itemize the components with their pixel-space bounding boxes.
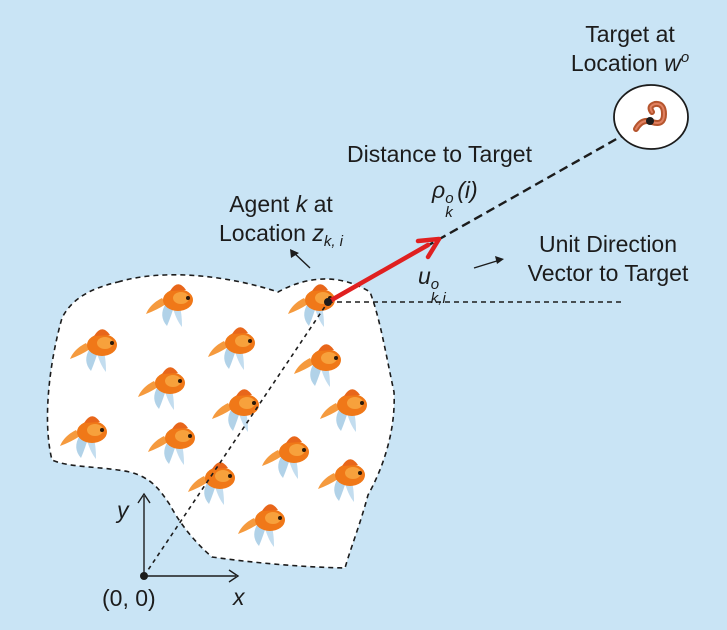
agent-word: Agent — [229, 191, 290, 217]
unit-direction-label: Unit Direction Vector to Target — [506, 230, 710, 288]
unit-direction-subscript: k,i — [430, 290, 446, 307]
target-label-line1: Target at — [585, 21, 675, 47]
unit-direction-label-line2: Vector to Target — [527, 260, 689, 286]
distance-label: Distance to Target — [347, 141, 532, 167]
origin-point — [140, 572, 148, 580]
target-superscript: o — [680, 49, 690, 66]
agent-subscript: k, i — [323, 233, 344, 250]
unit-direction-pointer-arrow — [473, 256, 504, 269]
agent-variable: z — [312, 220, 324, 246]
agent-label-line1: Agent k at — [196, 190, 366, 219]
target-location-word: Location — [570, 50, 658, 76]
distance-expression: ρ o k (i) — [432, 176, 478, 221]
agent-index-variable: k — [295, 191, 308, 217]
position-line — [143, 301, 329, 577]
target-circle — [613, 84, 689, 150]
distance-subscript: k — [445, 204, 453, 221]
distance-argument: (i) — [457, 177, 478, 203]
agent-at-word: at — [313, 191, 333, 217]
unit-direction-expression: u o k,i — [418, 262, 457, 307]
coordinate-axes — [137, 492, 240, 583]
unit-direction-variable: u — [418, 263, 431, 289]
distance-variable: ρ — [432, 177, 446, 203]
target-variable: w — [664, 50, 681, 76]
unit-direction-arrow — [325, 242, 431, 305]
distance-superscript: o — [445, 190, 454, 207]
agent-label: Agent k at Location zk, i — [196, 190, 366, 251]
target-point — [646, 117, 654, 125]
unit-direction-label-line1: Unit Direction — [538, 231, 678, 257]
agent-label-line2: Location zk, i — [196, 219, 366, 251]
agent-point — [324, 298, 332, 306]
agent-region — [46, 274, 395, 569]
agent-pointer-arrow — [290, 249, 311, 269]
arrowhead-icon — [415, 236, 442, 260]
target-label-line2: Location wo — [540, 49, 720, 81]
agent-location-word: Location — [218, 220, 306, 246]
target-label: Target at Location wo — [540, 20, 720, 81]
y-axis-label: y — [117, 497, 129, 523]
unit-direction-superscript: o — [430, 276, 440, 293]
x-axis-label: x — [233, 584, 245, 610]
origin-label: (0, 0) — [102, 585, 156, 611]
